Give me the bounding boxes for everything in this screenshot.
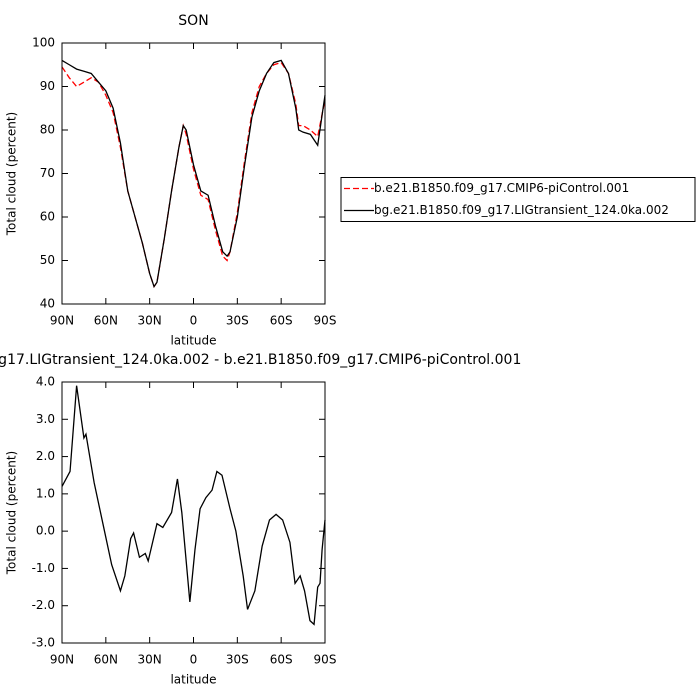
y-tick-label: 80: [40, 123, 55, 137]
series-line: [61, 61, 326, 289]
x-tick-label: 90S: [314, 314, 337, 328]
x-tick-label: 90N: [50, 314, 74, 328]
y-tick-label: 90: [40, 79, 55, 93]
y-axis-label: Total cloud (percent): [5, 112, 19, 236]
x-tick-label: 0: [190, 653, 198, 667]
y-tick-label: 3.0: [36, 412, 55, 426]
y-tick-label: 1.0: [36, 486, 55, 500]
x-tick-label: 90N: [50, 653, 74, 667]
x-tick-label: 90S: [314, 653, 337, 667]
plot-frame: [61, 381, 326, 644]
x-tick-label: 30S: [226, 653, 249, 667]
x-tick-label: 30N: [138, 314, 162, 328]
series-line: [61, 385, 326, 626]
x-tick-label: 30S: [226, 314, 249, 328]
y-tick-label: 40: [40, 297, 55, 311]
y-axis-label: Total cloud (percent): [5, 451, 19, 575]
y-tick-label: 60: [40, 210, 55, 224]
chart-title: bg.e21.B1850.f09_g17.LIGtransient_124.0k…: [0, 352, 521, 368]
legend-box: [340, 177, 696, 222]
y-tick-label: 4.0: [36, 375, 55, 389]
y-tick-label: -3.0: [32, 636, 55, 650]
y-tick-label: -1.0: [32, 561, 55, 575]
plot-frame: [61, 42, 326, 305]
x-tick-label: 60S: [270, 314, 293, 328]
legend-label: bg.e21.B1850.f09_g17.LIGtransient_124.0k…: [374, 203, 669, 217]
series-line: [61, 59, 326, 289]
x-tick-label: 60N: [94, 314, 118, 328]
y-tick-label: 50: [40, 253, 55, 267]
x-tick-label: 0: [190, 314, 198, 328]
x-tick-label: 60N: [94, 653, 118, 667]
y-tick-label: 70: [40, 166, 55, 180]
legend-label: b.e21.B1850.f09_g17.CMIP6-piControl.001: [374, 181, 629, 195]
y-tick-label: 0.0: [36, 524, 55, 538]
chart-title: SON: [178, 13, 208, 29]
x-axis-label: latitude: [170, 673, 216, 687]
y-tick-label: 100: [32, 36, 55, 50]
x-tick-label: 30N: [138, 653, 162, 667]
x-tick-label: 60S: [270, 653, 293, 667]
y-tick-label: 2.0: [36, 449, 55, 463]
y-tick-label: -2.0: [32, 598, 55, 612]
x-axis-label: latitude: [170, 334, 216, 348]
